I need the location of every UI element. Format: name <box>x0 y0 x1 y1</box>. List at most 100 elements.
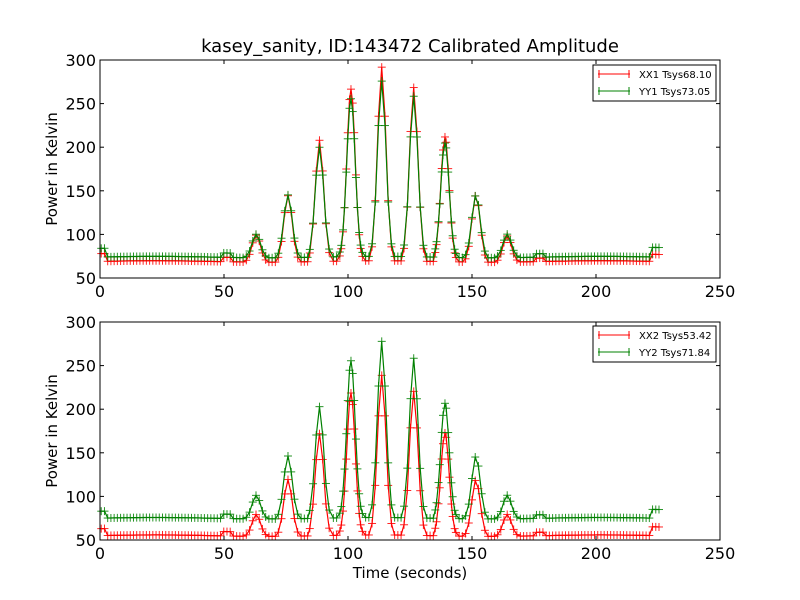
data-point-marker <box>538 528 547 537</box>
data-point-marker <box>397 531 406 540</box>
data-point-marker <box>450 506 459 515</box>
data-point-marker <box>461 529 470 538</box>
data-point-marker <box>434 478 443 487</box>
data-point-marker <box>451 528 460 537</box>
data-point-marker <box>409 83 418 92</box>
data-point-marker <box>364 252 373 261</box>
data-point-marker <box>654 505 663 514</box>
data-point-marker <box>258 245 267 254</box>
data-point-marker <box>345 104 354 113</box>
data-point-marker <box>274 510 283 519</box>
data-point-marker <box>346 356 355 365</box>
data-point-marker <box>529 514 538 523</box>
data-point-marker <box>345 366 354 375</box>
data-point-marker <box>496 246 505 255</box>
data-point-marker <box>350 396 359 405</box>
data-point-marker <box>432 237 441 246</box>
data-point-marker <box>335 509 344 518</box>
data-point-marker <box>387 519 396 528</box>
data-point-marker <box>245 247 254 256</box>
data-point-marker <box>368 519 377 528</box>
data-point-marker <box>447 478 456 487</box>
data-point-marker <box>468 474 476 483</box>
data-point-marker <box>337 241 346 250</box>
data-point-marker <box>305 506 314 515</box>
data-point-marker <box>448 492 457 501</box>
data-point-marker <box>251 491 260 500</box>
data-point-marker <box>242 530 251 539</box>
data-point-marker <box>654 250 663 259</box>
data-point-marker <box>509 246 518 255</box>
data-point-marker <box>419 241 428 250</box>
data-point-marker <box>403 486 412 495</box>
x-tick-label: 200 <box>581 282 612 301</box>
data-point-marker <box>371 197 380 206</box>
data-point-marker <box>258 524 267 533</box>
data-point-marker <box>305 524 314 533</box>
series-line-yy1 <box>101 81 659 259</box>
data-point-marker <box>464 500 473 509</box>
data-point-marker <box>346 85 355 94</box>
data-point-marker <box>512 513 521 522</box>
data-point-marker <box>464 238 473 247</box>
data-point-marker <box>283 190 292 199</box>
data-point-marker <box>271 514 280 523</box>
top-axes-frame <box>99 59 721 279</box>
series-line-yy2 <box>101 341 659 520</box>
data-point-marker <box>435 199 444 208</box>
data-point-marker <box>251 230 260 239</box>
data-point-marker <box>290 514 299 523</box>
data-point-marker <box>645 514 654 523</box>
data-point-marker <box>412 394 421 403</box>
data-point-marker <box>377 63 386 72</box>
data-point-marker <box>400 502 409 511</box>
data-point-marker <box>287 467 296 476</box>
data-point-marker <box>529 531 538 540</box>
data-point-marker <box>403 202 412 211</box>
data-point-marker <box>512 251 521 260</box>
data-point-marker <box>654 522 663 531</box>
data-point-marker <box>387 500 396 509</box>
data-point-marker <box>506 236 515 245</box>
data-point-marker <box>290 234 299 243</box>
data-point-marker <box>274 528 283 537</box>
data-point-marker <box>448 512 457 521</box>
data-point-marker <box>355 228 364 237</box>
data-point-marker <box>321 479 330 488</box>
data-point-marker <box>239 514 248 523</box>
data-point-marker <box>348 369 357 378</box>
data-point-marker <box>261 512 270 521</box>
y-tick-label: 200 <box>65 400 96 419</box>
data-point-marker <box>416 464 425 473</box>
data-point-marker <box>248 498 257 507</box>
data-point-marker <box>356 520 365 529</box>
y-tick-label: 100 <box>65 487 96 506</box>
data-point-marker <box>226 249 235 258</box>
data-point-marker <box>412 132 421 141</box>
y-tick-label: 50 <box>76 531 96 550</box>
data-point-marker <box>337 502 346 511</box>
data-point-marker <box>371 458 380 467</box>
data-point-marker <box>368 500 377 509</box>
data-point-marker <box>431 244 440 253</box>
data-point-marker <box>226 527 235 536</box>
y-tick-label: 250 <box>65 95 96 114</box>
data-point-marker <box>325 524 334 533</box>
data-point-marker <box>435 483 444 492</box>
data-point-marker <box>416 486 425 495</box>
data-point-marker <box>339 487 348 496</box>
x-tick-label: 250 <box>705 544 736 563</box>
data-point-marker <box>445 188 454 197</box>
data-point-marker <box>245 508 254 517</box>
data-point-marker <box>509 507 518 516</box>
legend-label-xx2: XX2 Tsys53.42 <box>639 331 712 342</box>
data-point-marker <box>419 502 428 511</box>
data-point-marker <box>471 191 480 200</box>
data-point-marker <box>332 252 341 261</box>
data-point-marker <box>380 121 389 130</box>
data-point-marker <box>271 253 280 262</box>
data-point-marker <box>351 173 360 182</box>
data-point-marker <box>403 464 412 473</box>
data-point-marker <box>477 489 486 498</box>
